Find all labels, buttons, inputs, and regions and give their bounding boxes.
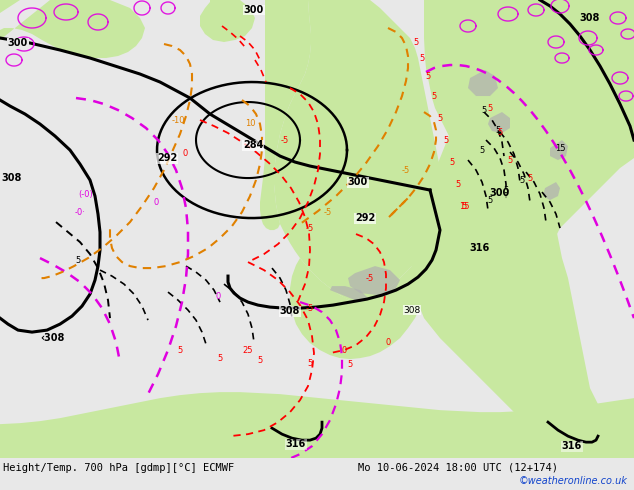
Text: 308: 308 (2, 173, 22, 183)
Text: ‹308: ‹308 (40, 333, 64, 343)
Text: -5: -5 (306, 223, 314, 233)
Polygon shape (488, 112, 510, 133)
Text: 0: 0 (385, 338, 391, 346)
Polygon shape (290, 208, 444, 359)
Text: 308: 308 (580, 13, 600, 23)
Text: 0: 0 (153, 197, 158, 207)
Text: 5: 5 (413, 38, 418, 47)
Text: ©weatheronline.co.uk: ©weatheronline.co.uk (519, 476, 628, 486)
Text: 316: 316 (562, 441, 582, 451)
Text: 5: 5 (75, 256, 81, 265)
Polygon shape (200, 0, 255, 42)
Text: 5: 5 (481, 105, 487, 115)
Polygon shape (330, 286, 368, 302)
Text: Mo 10-06-2024 18:00 UTC (12+174): Mo 10-06-2024 18:00 UTC (12+174) (358, 463, 558, 473)
Text: 5: 5 (498, 127, 503, 137)
Text: 5: 5 (178, 345, 183, 355)
Text: 5: 5 (507, 155, 513, 165)
Text: 5: 5 (257, 356, 262, 365)
Polygon shape (543, 182, 560, 200)
Text: -5: -5 (366, 273, 374, 283)
Text: 316: 316 (470, 243, 490, 253)
Text: 15: 15 (555, 144, 566, 152)
Text: 308: 308 (280, 306, 300, 316)
Text: 5: 5 (307, 359, 313, 368)
Text: 25: 25 (243, 345, 253, 355)
Text: 0: 0 (341, 345, 347, 355)
Text: 10: 10 (245, 119, 256, 127)
Polygon shape (0, 0, 20, 13)
Text: -5: -5 (402, 166, 410, 174)
Text: 5: 5 (425, 72, 430, 80)
Polygon shape (0, 392, 634, 458)
Polygon shape (0, 0, 145, 58)
Text: 5: 5 (217, 354, 223, 363)
Text: 300: 300 (348, 177, 368, 187)
Text: -10: -10 (171, 116, 184, 124)
Text: 5: 5 (450, 158, 455, 167)
Polygon shape (274, 0, 446, 302)
Polygon shape (348, 266, 400, 295)
Text: 5: 5 (495, 125, 501, 135)
Text: 5: 5 (462, 201, 467, 211)
Text: 300: 300 (8, 38, 28, 48)
Text: 15: 15 (459, 201, 469, 211)
Text: -0·: -0· (75, 208, 86, 217)
Text: 5: 5 (503, 186, 508, 195)
Text: (-0): (-0) (79, 190, 93, 198)
Polygon shape (468, 70, 498, 96)
Text: 0: 0 (183, 148, 188, 158)
Text: 292: 292 (355, 213, 375, 223)
Text: 284: 284 (243, 140, 263, 150)
Text: Height/Temp. 700 hPa [gdmp][°C] ECMWF: Height/Temp. 700 hPa [gdmp][°C] ECMWF (3, 463, 235, 473)
Text: -5: -5 (324, 208, 332, 217)
Text: 5: 5 (437, 114, 443, 122)
Text: 0: 0 (216, 292, 221, 300)
Text: 316: 316 (286, 439, 306, 449)
Polygon shape (410, 0, 634, 458)
Text: 300: 300 (244, 5, 264, 15)
Text: 5: 5 (419, 53, 425, 63)
Text: 5: 5 (488, 103, 493, 113)
Text: 300: 300 (490, 188, 510, 198)
Text: 5: 5 (479, 146, 484, 154)
Text: 5: 5 (488, 196, 493, 204)
Text: 292: 292 (157, 153, 177, 163)
Text: 5: 5 (527, 173, 533, 183)
Text: 308: 308 (403, 306, 420, 315)
Polygon shape (550, 140, 568, 160)
Text: -5: -5 (281, 136, 289, 145)
Text: 5: 5 (455, 179, 461, 189)
Text: 5: 5 (443, 136, 449, 145)
Text: 5: 5 (519, 175, 524, 185)
Text: 5: 5 (431, 92, 437, 100)
Polygon shape (260, 0, 311, 230)
Text: 5: 5 (347, 360, 353, 368)
Polygon shape (424, 0, 634, 258)
Text: -5: -5 (306, 304, 314, 313)
